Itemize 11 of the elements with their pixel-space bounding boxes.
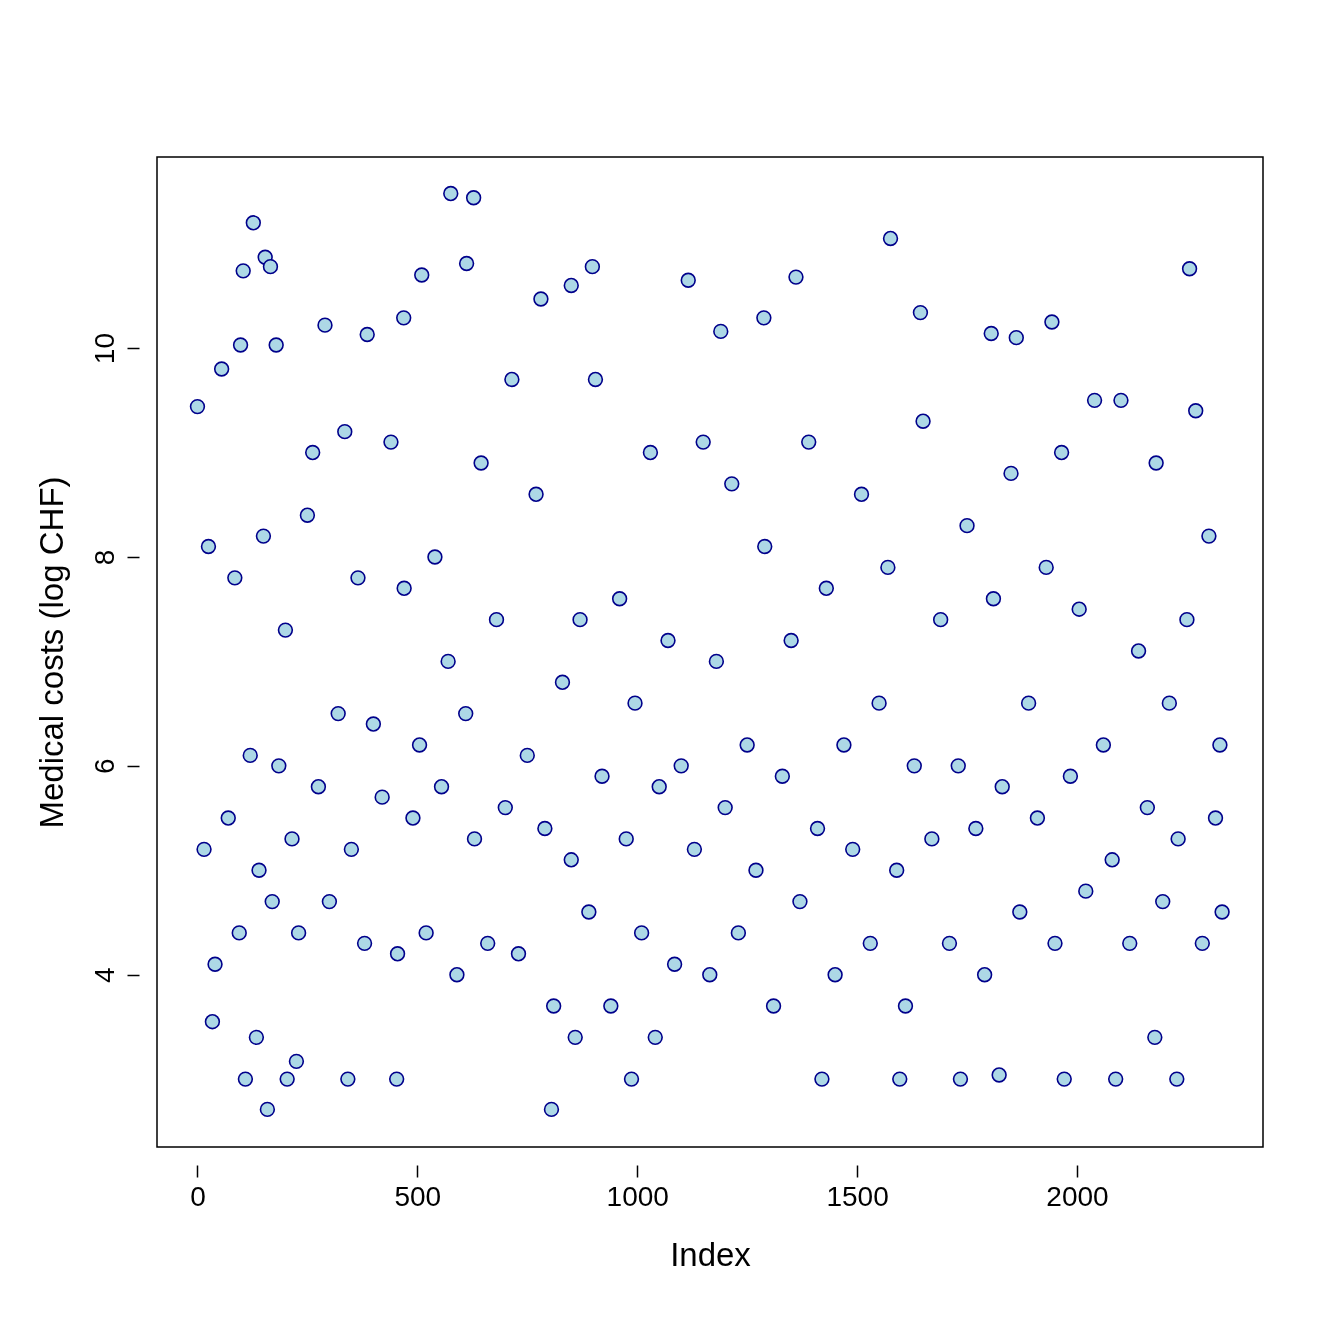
x-tick-label: 2000 [1046, 1180, 1109, 1212]
x-tick-label: 1000 [606, 1180, 669, 1212]
y-axis-title: Medical costs (log CHF) [32, 476, 70, 829]
x-tick-label: 0 [190, 1180, 206, 1212]
y-tick-label: 6 [88, 758, 120, 775]
x-tick-label: 500 [394, 1180, 442, 1212]
x-axis-title: Index [670, 1235, 752, 1273]
y-tick-label: 10 [88, 333, 120, 365]
y-tick-label: 8 [88, 549, 120, 566]
y-tick-label: 4 [88, 967, 120, 983]
x-tick-label: 1500 [826, 1180, 889, 1212]
